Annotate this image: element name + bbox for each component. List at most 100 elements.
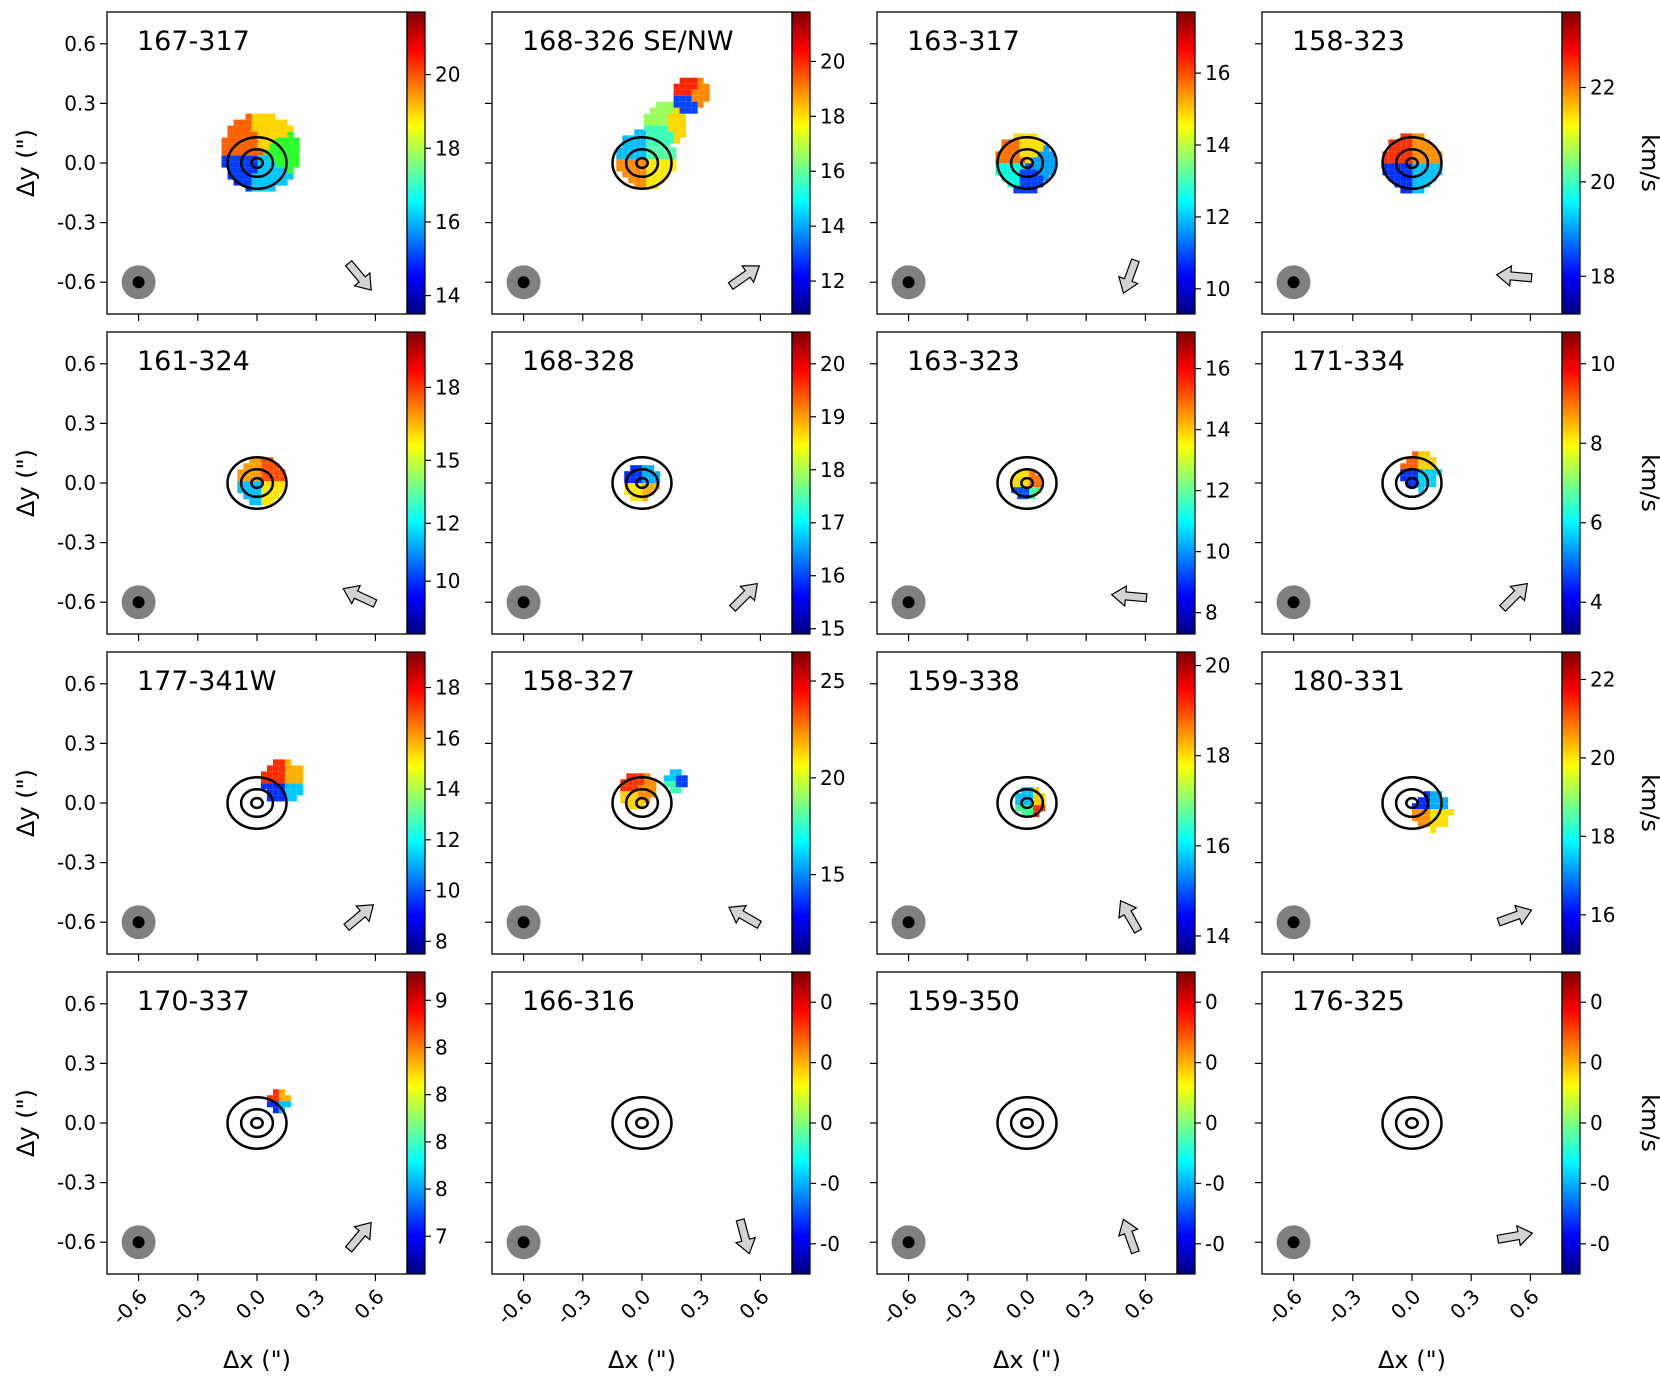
- velocity-pixel: [1015, 799, 1022, 806]
- velocity-pixel: [679, 101, 686, 108]
- velocity-pixel: [273, 481, 280, 488]
- velocity-pixel: [284, 759, 291, 766]
- contour-level: [996, 776, 1058, 830]
- velocity-pixel: [1412, 481, 1419, 488]
- velocity-pixel: [697, 89, 704, 96]
- velocity-pixel: [616, 147, 623, 154]
- velocity-pixel: [272, 771, 279, 778]
- velocity-pixel: [284, 1095, 291, 1102]
- velocity-pixel: [233, 137, 240, 144]
- velocity-pixel: [1382, 157, 1389, 164]
- colorbar: [791, 331, 811, 635]
- velocity-pixel: [679, 83, 686, 90]
- velocity-pixel: [1418, 481, 1425, 488]
- velocity-pixel: [221, 137, 228, 144]
- x-tick-label: 0.6: [734, 1284, 773, 1323]
- velocity-pixel: [1007, 145, 1014, 152]
- velocity-pixel: [656, 125, 662, 132]
- colorbar-tick-label: 22: [1590, 667, 1615, 691]
- velocity-pixel: [622, 153, 629, 160]
- colorbar: [1176, 651, 1196, 955]
- velocity-pixel: [284, 795, 291, 802]
- velocity-pixel: [249, 469, 256, 476]
- velocity-pixel: [1019, 187, 1026, 194]
- velocity-pixel: [1019, 145, 1026, 152]
- velocity-pixel: [626, 773, 633, 780]
- velocity-pixel: [1388, 139, 1395, 146]
- velocity-pixel: [227, 155, 234, 162]
- velocity-pixel: [1037, 175, 1044, 182]
- velocity-pixel: [675, 769, 682, 776]
- arrow-shape: [1110, 584, 1148, 608]
- arrow-shape: [1496, 904, 1533, 927]
- velocity-pixel: [272, 789, 279, 796]
- velocity-pixel: [1033, 793, 1040, 800]
- panel: 168-326 SE/NW 12 14 16 18 20: [485, 11, 845, 321]
- beam-core: [902, 916, 915, 929]
- velocity-pixel: [293, 149, 300, 156]
- velocity-pixel: [1430, 157, 1437, 164]
- velocity-pixel: [1400, 169, 1407, 176]
- velocity-pixel: [638, 803, 645, 810]
- colorbar-tick-label: 8: [435, 1083, 448, 1107]
- x-tick-label: -0.6: [877, 1284, 922, 1329]
- y-tick-label: -0.3: [57, 1171, 96, 1195]
- y-tick-label: 0.0: [64, 791, 96, 815]
- velocity-pixel: [1043, 151, 1050, 158]
- velocity-pixel: [249, 457, 256, 464]
- contour-level: [239, 467, 275, 499]
- x-tick-label: 0.6: [349, 1284, 388, 1323]
- x-tick-label: -0.3: [167, 1284, 212, 1329]
- panel: -0.6 -0.3 0.0 0.3 0.6 176-325 -0 -0 0 0 0 km/s Δx ("…: [1255, 971, 1660, 1374]
- velocity-pixel: [1031, 175, 1038, 182]
- velocity-pixel: [287, 137, 294, 144]
- colorbar-tick-label: 16: [820, 564, 845, 588]
- velocity-pixel: [654, 471, 661, 478]
- velocity-pixel: [281, 161, 288, 168]
- colorbar-tick-label: 20: [820, 352, 845, 376]
- velocity-pixel: [1442, 821, 1448, 828]
- velocity-pixel: [1436, 157, 1443, 164]
- velocity-pixel: [668, 119, 674, 126]
- direction-arrow-icon: [344, 259, 372, 291]
- arrow-shape: [343, 904, 375, 932]
- contour-level: [226, 136, 288, 190]
- colorbar-tick-label: -0: [820, 1171, 840, 1195]
- velocity-pixel: [1001, 157, 1008, 164]
- velocity-pixel: [1388, 163, 1395, 170]
- panel-title: 158-327: [522, 666, 635, 697]
- velocity-pixel: [679, 107, 686, 114]
- y-tick-label: -0.6: [57, 270, 96, 294]
- intensity-contours: [226, 136, 288, 190]
- colorbar-tick-label: 18: [435, 136, 460, 160]
- x-tick-label: 0.3: [675, 1284, 714, 1323]
- velocity-pixel: [652, 159, 659, 166]
- velocity-pixel: [1430, 481, 1437, 488]
- velocity-pixel: [634, 183, 641, 190]
- colorbar-tick-label: 0: [1590, 990, 1603, 1014]
- velocity-pixel: [1412, 151, 1419, 158]
- velocity-pixel: [269, 125, 276, 132]
- velocity-pixel: [281, 137, 288, 144]
- velocity-pixel: [1418, 163, 1425, 170]
- intensity-contours: [1381, 1096, 1443, 1150]
- velocity-pixel: [290, 777, 297, 784]
- velocity-pixel: [245, 155, 252, 162]
- beam-core: [517, 276, 530, 289]
- velocity-pixel: [640, 159, 647, 166]
- velocity-pixel: [620, 785, 627, 792]
- panel: 0.6 0.3 0.0 -0.3 -0.6 177-341W 8 10 12 14 16 18 Δy (…: [12, 651, 460, 961]
- velocity-pixel: [245, 113, 252, 120]
- y-tick-label: -0.6: [57, 590, 96, 614]
- velocity-pixel: [233, 155, 240, 162]
- arrow-shape: [1498, 582, 1529, 612]
- velocity-pixel: [1029, 469, 1036, 476]
- x-tick-label: -0.3: [1322, 1284, 1367, 1329]
- velocity-pixel: [1013, 139, 1020, 146]
- y-axis-label: Δy ("): [12, 769, 40, 837]
- panel-title: 177-341W: [137, 666, 277, 697]
- panel-title: 168-328: [522, 346, 635, 377]
- colorbar-tick-label: -0: [820, 1232, 840, 1256]
- velocity-pixel: [1031, 151, 1038, 158]
